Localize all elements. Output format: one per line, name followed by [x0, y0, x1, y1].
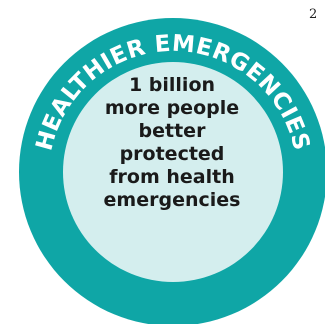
badge-line: from health — [109, 166, 235, 188]
page-number: 2 — [309, 7, 318, 22]
badge-line: emergencies — [103, 189, 241, 211]
badge-line: more people — [104, 97, 240, 119]
badge-inner-circle — [63, 62, 283, 282]
badge-line: 1 billion — [128, 74, 216, 96]
badge-center-text: 1 billion more people better protected f… — [82, 74, 262, 212]
badge-line: better — [138, 120, 206, 142]
badge-line: protected — [119, 143, 225, 165]
